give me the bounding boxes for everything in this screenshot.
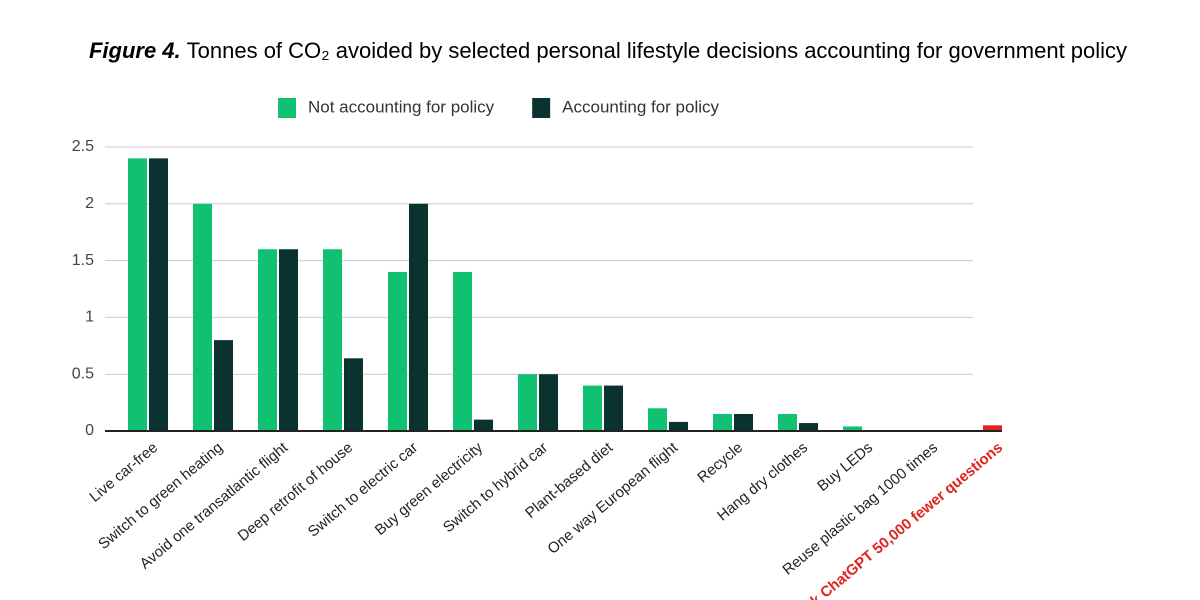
bar (128, 158, 147, 432)
chart-title: Tonnes of CO₂ avoided by selected person… (187, 38, 1127, 63)
bar (539, 374, 558, 431)
legend-swatch (532, 98, 551, 118)
x-tick-label: Switch to electric car (305, 439, 421, 540)
bar (734, 413, 753, 431)
x-tick-label: Deep retrofit of house (235, 439, 356, 545)
x-tick-label: Switch to green heating (95, 439, 226, 553)
bar (149, 158, 168, 432)
bar (843, 426, 862, 431)
bar (983, 425, 1002, 431)
x-tick-label: One way European flight (544, 439, 681, 558)
bar (713, 413, 732, 431)
bar (344, 358, 363, 431)
y-tick-label: 1.5 (72, 252, 94, 269)
x-tick-label: Buy LEDs (814, 439, 876, 495)
bar (388, 271, 407, 431)
bar (583, 385, 602, 431)
legend-label: Accounting for policy (562, 97, 719, 116)
x-tick-label: Buy green electricity (372, 439, 487, 539)
chart-title-group: Figure 4. Tonnes of CO₂ avoided by select… (89, 38, 1127, 63)
y-tick-label: 0 (85, 422, 94, 439)
bar (323, 249, 342, 431)
bar (669, 421, 688, 431)
bar (409, 203, 428, 431)
y-tick-label: 2 (85, 195, 94, 212)
bar (258, 249, 277, 431)
x-tick-label: Recycle (694, 439, 746, 486)
bar (518, 374, 537, 431)
bar (279, 249, 298, 431)
legend-label: Not accounting for policy (308, 97, 495, 116)
bar (604, 385, 623, 431)
bar (799, 423, 818, 431)
bar (193, 203, 212, 431)
y-tick-label: 1 (85, 309, 94, 326)
legend-swatch (278, 98, 296, 118)
bar (648, 408, 667, 431)
bar (214, 340, 233, 431)
y-tick-label: 2.5 (72, 138, 94, 155)
bar (474, 419, 493, 431)
y-tick-label: 0.5 (72, 365, 94, 382)
figure-label: Figure 4. (89, 38, 181, 63)
bar (778, 413, 797, 431)
x-tick-label: Ask ChatGPT 50,000 fewer questions (793, 439, 1006, 600)
bar (453, 271, 472, 431)
